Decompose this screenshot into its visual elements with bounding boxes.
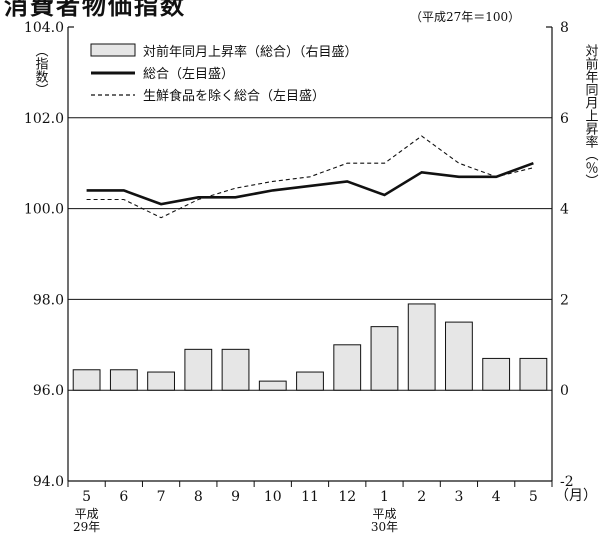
- right-tick-label: 0: [560, 383, 569, 399]
- x-tick-label: 12: [338, 489, 356, 505]
- bar: [184, 348, 213, 391]
- legend-bar-swatch: [90, 43, 136, 57]
- legend: 対前年同月上昇率（総合）（右目盛） 総合（左目盛） 生鮮食品を除く総合（左目盛）: [90, 43, 358, 104]
- right-tick-label: 6: [560, 111, 569, 127]
- left-tick-label: 94.0: [33, 474, 64, 490]
- left-axis-label: （指数）: [33, 44, 49, 96]
- bar: [407, 303, 436, 391]
- left-tick-label: 104.0: [24, 20, 64, 36]
- legend-solid-label: 総合（左目盛）: [143, 67, 234, 82]
- page-title: 消費者物価指数: [4, 0, 186, 20]
- left-tick-labels: 104.0 102.0 100.0 98.0 96.0 94.0: [24, 20, 64, 490]
- year-label: 29年: [73, 520, 100, 534]
- left-tick-label: 102.0: [24, 111, 64, 127]
- x-tick-label: 6: [119, 489, 128, 505]
- bar: [445, 321, 473, 391]
- line-series: [86, 135, 534, 219]
- bar: [519, 357, 548, 391]
- right-tick-label: 4: [560, 202, 569, 218]
- line-total: [86, 161, 534, 206]
- bar: [370, 326, 399, 391]
- x-tick-label: 11: [301, 489, 319, 505]
- right-axis-label: 対前年同月上昇率（％）: [583, 44, 599, 187]
- right-tick-labels: 8 6 4 2 0 -2: [560, 20, 574, 490]
- bar: [221, 348, 250, 391]
- legend-bar-label: 対前年同月上昇率（総合）（右目盛）: [143, 44, 358, 60]
- x-tick-label: 9: [231, 489, 240, 505]
- bar: [258, 380, 287, 391]
- bar-series: [72, 303, 548, 391]
- legend-dashed-label: 生鮮食品を除く総合（左目盛）: [143, 88, 325, 104]
- x-axis-unit: （月）: [555, 488, 597, 504]
- grid-lines: [68, 117, 552, 391]
- x-tick-label: 5: [82, 489, 91, 505]
- left-tick-label: 98.0: [33, 292, 64, 308]
- bar: [72, 369, 101, 391]
- right-tick-label: 2: [560, 292, 569, 308]
- bar: [482, 357, 511, 391]
- left-tick-label: 100.0: [24, 202, 64, 218]
- x-tick-label: 5: [529, 489, 538, 505]
- base-note: （平成27年＝100）: [410, 10, 520, 24]
- bar: [147, 371, 175, 391]
- x-tick-label: 8: [194, 489, 203, 505]
- year-label: 平成: [372, 507, 396, 521]
- x-tick-label: 1: [380, 489, 389, 505]
- line-excluding-fresh-food: [86, 135, 534, 219]
- bar: [296, 371, 324, 391]
- axes: [67, 26, 553, 487]
- x-tick-label: 10: [264, 489, 282, 505]
- bar: [109, 369, 138, 391]
- x-tick-label: 4: [492, 489, 501, 505]
- year-label: 30年: [371, 520, 398, 534]
- x-tick-label: 3: [454, 489, 463, 505]
- x-tick-label: 2: [417, 489, 426, 505]
- right-tick-label: 8: [560, 20, 569, 36]
- left-tick-label: 96.0: [33, 383, 64, 399]
- x-tick-label: 7: [157, 489, 166, 505]
- right-tick-label: -2: [560, 474, 574, 490]
- bar: [333, 344, 362, 391]
- year-label: 平成: [75, 507, 99, 521]
